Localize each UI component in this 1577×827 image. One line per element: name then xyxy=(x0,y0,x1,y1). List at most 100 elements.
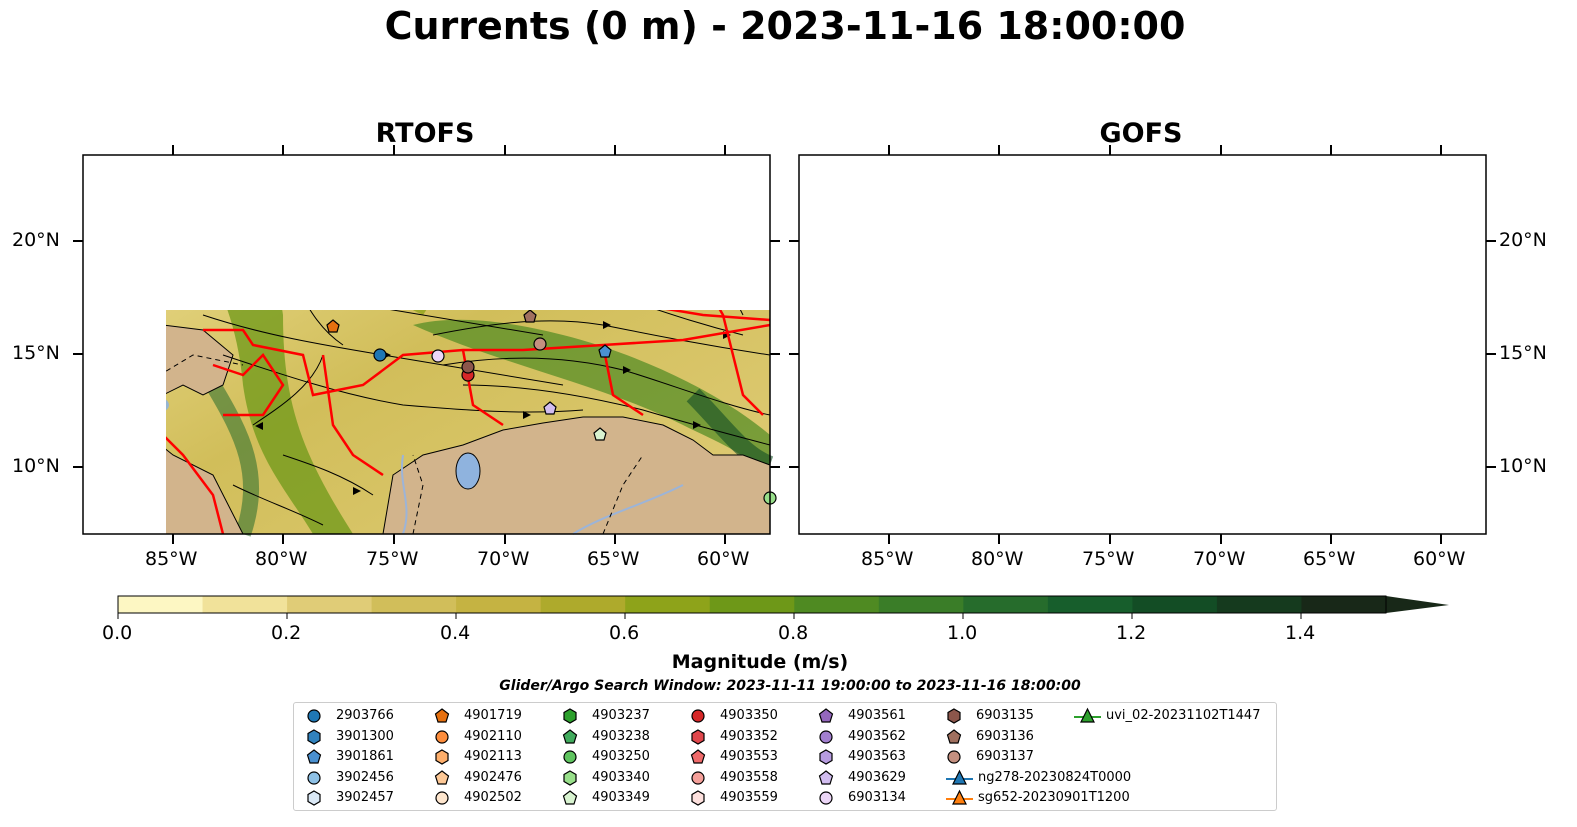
land-puerto-rico xyxy=(1279,273,1331,282)
pentagon-marker-icon xyxy=(306,749,322,764)
legend-label: 4903238 xyxy=(592,728,650,744)
hexagon-marker-icon xyxy=(947,708,961,724)
x-tick-label: 65°W xyxy=(1303,548,1356,570)
colorbar-segment xyxy=(1132,596,1218,613)
legend-label: 3901861 xyxy=(336,749,394,764)
current-band xyxy=(206,380,259,537)
land-hispaniola xyxy=(413,236,583,273)
legend-label: 6903135 xyxy=(976,708,1034,723)
pentagon-marker-icon xyxy=(562,728,578,744)
legend-item: 6903135 xyxy=(946,707,1034,725)
legend-label: 4903562 xyxy=(848,728,906,744)
colorbar-segment xyxy=(1301,596,1387,613)
pentagon-marker-icon xyxy=(434,769,450,785)
x-tick-label: 85°W xyxy=(861,548,914,570)
legend-item: 4903340 xyxy=(562,769,650,787)
y-tick-label: 20°N xyxy=(12,229,60,251)
legend-item: 4903629 xyxy=(818,769,906,787)
colorbar-tick-label: 0.2 xyxy=(271,622,302,644)
current-band xyxy=(1429,405,1486,455)
legend-item: ng278-20230824T0000 xyxy=(946,769,1131,787)
land-yucatan xyxy=(83,155,163,205)
legend-label: sg652-20230901T1200 xyxy=(978,790,1130,805)
stream-arrows xyxy=(899,211,1405,495)
streamlines xyxy=(819,175,1486,525)
legend-item: 4902113 xyxy=(434,748,522,766)
hexagon-marker-icon xyxy=(563,708,577,724)
triangle-line-marker-icon xyxy=(946,769,973,785)
colorbar-segment xyxy=(118,596,204,613)
axis-ticks xyxy=(73,145,1496,544)
legend-label: 4903563 xyxy=(848,749,906,764)
figure-title: Currents (0 m) - 2023-11-16 18:00:00 xyxy=(384,4,1186,48)
legend-label: 3902456 xyxy=(336,769,394,785)
land-central-america xyxy=(166,448,244,535)
legend-label: 4901719 xyxy=(464,708,522,723)
colorbar-tick-label: 0.8 xyxy=(778,622,809,644)
y-tick-label: 10°N xyxy=(1499,455,1547,477)
x-tick-label: 80°W xyxy=(255,548,308,570)
lake-maracaibo xyxy=(455,452,481,490)
legend-label: uvi_02-20231102T1447 xyxy=(1106,708,1261,723)
x-tick-label: 65°W xyxy=(587,548,640,570)
legend-label: 4903349 xyxy=(592,790,650,805)
legend-item: 6903136 xyxy=(946,728,1034,746)
current-band xyxy=(1059,338,1486,425)
legend-label: 4903352 xyxy=(720,728,778,744)
legend-label: 6903136 xyxy=(976,728,1034,744)
circle-marker-icon xyxy=(947,750,961,764)
pentagon-marker-icon xyxy=(818,708,834,723)
colorbar-segment xyxy=(794,596,880,613)
legend-label: 4903340 xyxy=(592,769,650,785)
land-jamaica xyxy=(1034,258,1079,270)
land-central-america xyxy=(166,324,234,396)
hexagon-marker-icon xyxy=(819,749,833,765)
colorbar-tick-label: 1.2 xyxy=(1116,622,1147,644)
legend-label: 3902457 xyxy=(336,790,394,805)
x-tick-label: 85°W xyxy=(145,548,198,570)
legend-item: 4902476 xyxy=(434,769,522,787)
legend-item: 4903349 xyxy=(562,789,650,807)
legend-item: 4903350 xyxy=(690,707,778,725)
legend-item: 4901719 xyxy=(434,707,522,725)
colorbar-label: Magnitude (m/s) xyxy=(671,651,849,673)
circle-marker-icon xyxy=(563,750,577,764)
legend-item: 4902110 xyxy=(434,728,522,746)
river xyxy=(572,484,684,535)
search-window-caption: Glider/Argo Search Window: 2023-11-11 19… xyxy=(499,678,1081,694)
colorbar-ticks xyxy=(117,613,1302,619)
circle-marker-icon xyxy=(691,770,705,785)
lake-nicaragua xyxy=(166,399,169,411)
legend-item: 4903558 xyxy=(690,769,778,787)
ocean-background xyxy=(799,155,1486,534)
legend-label: 4903629 xyxy=(848,769,906,785)
colorbar-segment xyxy=(1216,596,1302,613)
lake-nicaragua xyxy=(853,396,885,414)
legend-item: 4903352 xyxy=(690,728,778,746)
map-frame-gofs xyxy=(798,154,1487,535)
land-central-america xyxy=(799,405,959,534)
x-tick-label: 75°W xyxy=(1082,548,1135,570)
colorbar xyxy=(117,595,1449,619)
colorbar-tick-label: 1.4 xyxy=(1285,622,1316,644)
legend-item: 3901300 xyxy=(306,728,394,746)
triangle-line-marker-icon xyxy=(946,789,973,805)
legend-item: 2903766 xyxy=(306,707,394,725)
y-tick-label: 20°N xyxy=(1499,229,1547,251)
legend-label: 6903137 xyxy=(976,749,1034,764)
float-markers xyxy=(804,156,1492,514)
legend-item: 4903238 xyxy=(562,728,650,746)
float-markers xyxy=(326,310,777,505)
panel-title-gofs: GOFS xyxy=(1099,118,1183,149)
legend-item: 4903237 xyxy=(562,707,650,725)
hexagon-marker-icon xyxy=(691,728,705,745)
legend-item: 6903134 xyxy=(818,789,906,807)
colorbar-segment xyxy=(287,596,373,613)
x-tick-label: 80°W xyxy=(971,548,1024,570)
legend-label: 4903559 xyxy=(720,790,778,805)
legend-label: 4903237 xyxy=(592,708,650,723)
x-tick-label: 60°W xyxy=(1413,548,1466,570)
legend-item: 4902502 xyxy=(434,789,522,807)
land-south-america xyxy=(1099,417,1486,534)
